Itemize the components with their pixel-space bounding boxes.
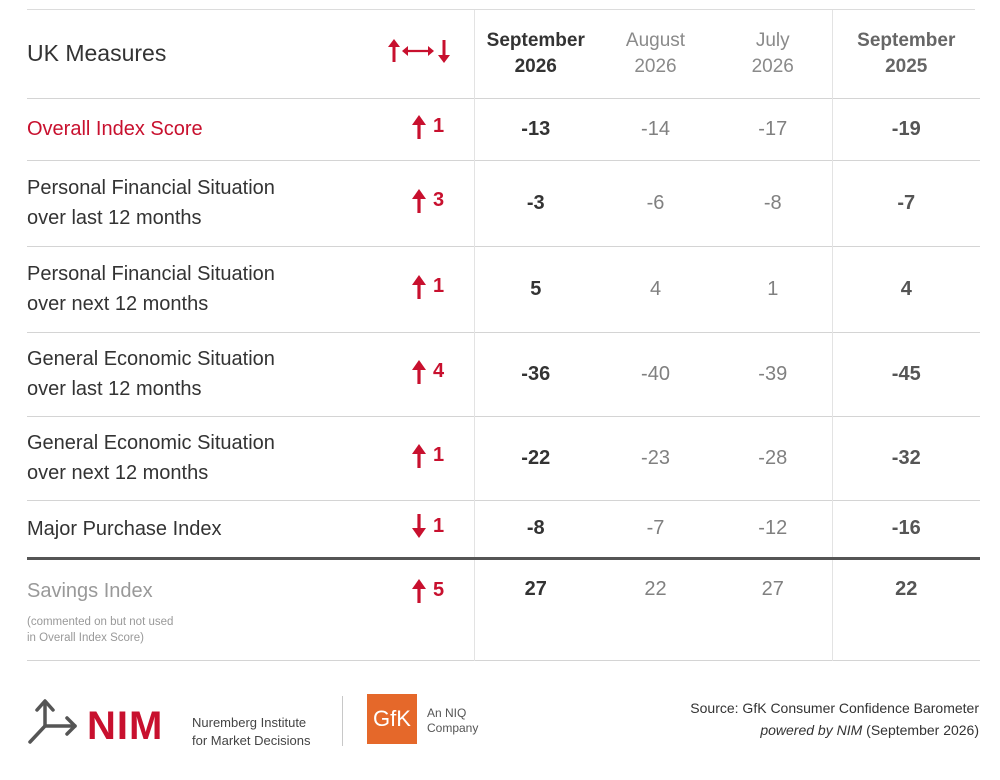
col-header-year-ago: September 2025 — [857, 29, 956, 77]
row-label: General Economic Situation over next 12 m… — [27, 432, 275, 484]
table-row: General Economic Situation over last 12 m… — [27, 332, 980, 416]
red-up-arrow-icon — [412, 188, 426, 214]
row-change: 5 — [382, 558, 474, 660]
col-header-prev1: August 2026 — [625, 29, 686, 77]
value-cell: -45 — [891, 362, 921, 385]
header-row: UK Measures September 2026 — [27, 10, 980, 98]
table-row: Overall Index Score 1 -13 -14 -17 -19 — [27, 98, 980, 160]
value-cell: 4 — [900, 277, 912, 300]
nim-wordmark: NIM — [87, 704, 164, 748]
table-row: Savings Index (commented on but not used i… — [27, 558, 980, 660]
red-up-arrow-icon — [412, 578, 426, 604]
top-rule — [27, 9, 975, 10]
row-label: Personal Financial Situation over last 12… — [27, 177, 275, 229]
logo-divider — [342, 696, 343, 746]
table-row: Major Purchase Index 1 -8 -7 -12 -16 — [27, 500, 980, 558]
value-cell: -40 — [641, 362, 670, 385]
row-change: 1 — [382, 98, 474, 160]
value-cell: -7 — [897, 191, 916, 214]
change-value: 1 — [433, 444, 445, 466]
col-header-current: September 2026 — [473, 10, 597, 98]
change-value: 5 — [433, 579, 445, 601]
value-cell: -22 — [473, 416, 597, 500]
value-cell: 4 — [649, 277, 662, 300]
value-cell: 1 — [714, 246, 833, 332]
value-cell: 22 — [644, 577, 667, 600]
source-powered-line: powered by NIM (September 2026) — [760, 722, 979, 738]
value-cell: -8 — [473, 500, 597, 558]
value-cell: -16 — [891, 517, 921, 539]
value-cell: 22 — [895, 577, 918, 600]
value-cell: -6 — [646, 191, 665, 214]
change-value: 1 — [433, 115, 445, 137]
source-note: Source: GfK Consumer Confidence Baromete… — [690, 697, 979, 741]
red-up-arrow-icon — [412, 443, 426, 469]
value-cell: -32 — [891, 446, 921, 469]
gfk-subtitle: An NIQ Company — [427, 706, 479, 735]
red-up-arrow-icon — [412, 274, 426, 300]
row-change: 4 — [382, 332, 474, 416]
row-change: 1 — [382, 500, 474, 558]
change-header — [382, 10, 474, 98]
red-up-arrow-icon — [412, 359, 426, 385]
row-change: 1 — [382, 246, 474, 332]
value-cell: -14 — [641, 117, 670, 140]
value-cell: 27 — [714, 558, 833, 660]
row-label: Major Purchase Index — [27, 517, 222, 540]
row-change: 3 — [382, 160, 474, 246]
row-label: Savings Index (commented on but not used i… — [27, 558, 382, 660]
footer-logos: NIM Nuremberg Institute for Market Decisi… — [27, 692, 497, 752]
row-label: Personal Financial Situation over next 12… — [27, 263, 275, 315]
value-cell: -12 — [714, 500, 833, 558]
value-cell: -23 — [641, 446, 670, 469]
uk-measures-table: UK Measures September 2026 — [27, 10, 980, 661]
gfk-logo: GfK — [367, 694, 417, 744]
up-left-right-down-arrows-icon — [388, 39, 452, 68]
value-cell: -17 — [714, 98, 833, 160]
table-title: UK Measures — [27, 40, 167, 67]
row-label: General Economic Situation over last 12 m… — [27, 348, 275, 400]
nim-arrow-logo-icon — [27, 696, 79, 751]
nim-subtitle: Nuremberg Institute for Market Decisions — [192, 715, 311, 748]
row-note: (commented on but not used in Overall Ind… — [27, 615, 174, 644]
change-value: 4 — [433, 360, 445, 382]
table-row: Personal Financial Situation over last 12… — [27, 160, 980, 246]
value-cell: -39 — [714, 332, 833, 416]
value-cell: 5 — [473, 246, 597, 332]
value-cell: -3 — [473, 160, 597, 246]
value-cell: -13 — [473, 98, 597, 160]
table-row: General Economic Situation over next 12 m… — [27, 416, 980, 500]
value-cell: -8 — [714, 160, 833, 246]
change-value: 1 — [433, 275, 445, 297]
col-header-prev2: July 2026 — [714, 10, 833, 98]
value-cell: 27 — [473, 558, 597, 660]
source-line: Source: GfK Consumer Confidence Baromete… — [690, 700, 979, 716]
row-change: 1 — [382, 416, 474, 500]
change-value: 1 — [433, 514, 445, 537]
value-cell: -36 — [473, 332, 597, 416]
change-value: 3 — [433, 189, 445, 211]
row-label: Overall Index Score — [27, 118, 203, 140]
table-body: Overall Index Score 1 -13 -14 -17 -19 Personal… — [27, 98, 980, 660]
table-row: Personal Financial Situation over next 12… — [27, 246, 980, 332]
red-up-arrow-icon — [412, 114, 426, 140]
value-cell: -7 — [646, 517, 665, 539]
value-cell: -28 — [714, 416, 833, 500]
red-down-arrow-icon — [412, 513, 426, 539]
value-cell: -19 — [891, 117, 921, 140]
